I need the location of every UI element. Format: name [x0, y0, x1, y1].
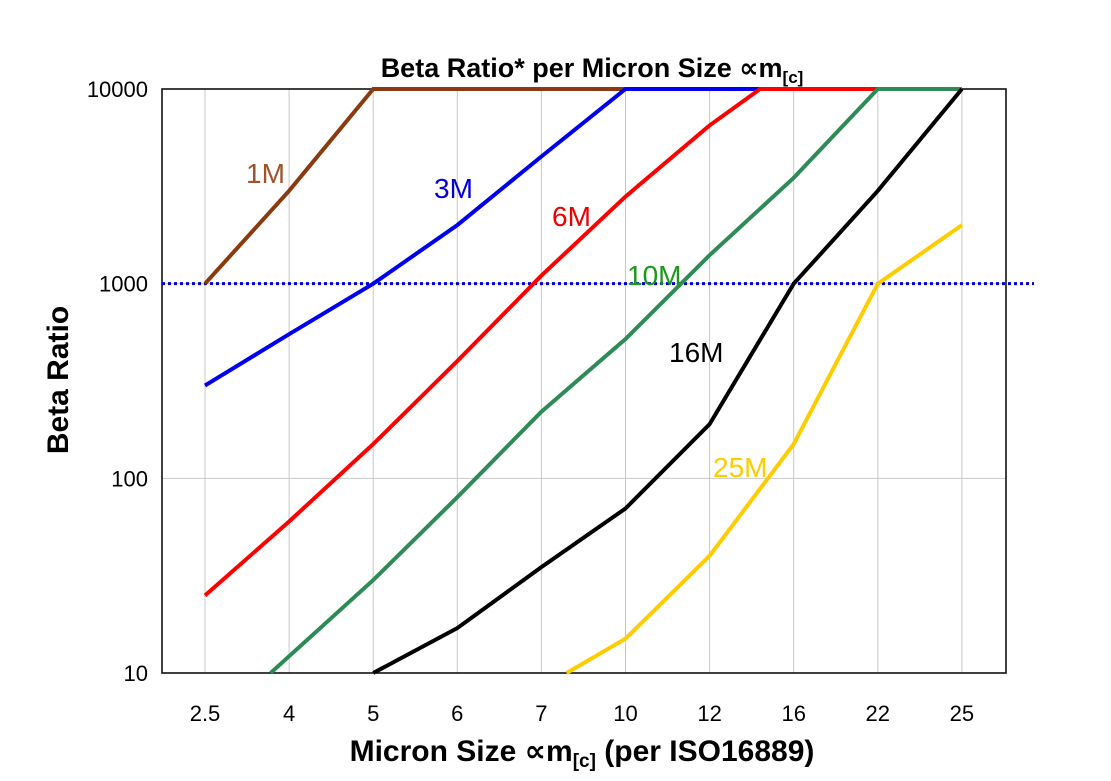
y-axis-title: Beta Ratio — [42, 306, 75, 454]
x-tick-label-4: 7 — [535, 701, 547, 726]
x-tick-label-9: 25 — [950, 701, 974, 726]
x-axis-title-sub: [c] — [573, 751, 596, 772]
grid — [162, 88, 1006, 674]
x-tick-label-5: 10 — [613, 701, 637, 726]
x-tick-label-1: 4 — [283, 701, 295, 726]
chart-title-main: Beta Ratio* per Micron Size — [381, 53, 740, 83]
series-label-3m: 3M — [434, 173, 473, 204]
series-line-1m — [203, 87, 626, 286]
chart-title-symbol: ∝ — [739, 53, 758, 84]
chart-title-m: m — [759, 53, 783, 83]
series-label-1m: 1M — [246, 158, 285, 189]
x-tick-label-8: 22 — [866, 701, 890, 726]
x-tick-labels: 2.5 4 5 6 7 10 12 16 22 25 — [190, 701, 974, 726]
series-group — [203, 87, 964, 675]
series-label-25m: 25M — [713, 452, 767, 483]
y-tick-labels: 10000 1000 100 10 — [87, 77, 148, 686]
x-tick-label-3: 6 — [451, 701, 463, 726]
x-tick-label-7: 16 — [781, 701, 805, 726]
y-tick-label-1: 1000 — [99, 272, 148, 297]
series-line-3m — [203, 87, 878, 388]
series-label-6m: 6M — [552, 201, 591, 232]
x-tick-label-0: 2.5 — [190, 701, 221, 726]
y-tick-label-0: 10000 — [87, 77, 148, 102]
x-tick-label-2: 5 — [367, 701, 379, 726]
chart-title-sub: [c] — [783, 68, 804, 87]
x-tick-label-6: 12 — [697, 701, 721, 726]
x-axis-title-symbol: ∝ — [525, 734, 546, 769]
y-tick-label-2: 100 — [111, 466, 148, 491]
y-tick-label-3: 10 — [124, 661, 148, 686]
series-line-10m — [269, 87, 962, 675]
x-axis-title-tail: (per ISO16889) — [596, 735, 814, 768]
series-line-16m — [372, 87, 964, 675]
series-line-6m — [203, 87, 878, 598]
series-line-25m — [565, 223, 964, 675]
chart-title: Beta Ratio* per Micron Size ∝m[c] — [381, 53, 804, 87]
x-axis-title: Micron Size ∝m[c] (per ISO16889) — [350, 734, 815, 772]
x-axis-title-main: Micron Size — [350, 735, 525, 768]
series-label-16m: 16M — [669, 337, 723, 368]
series-label-10m: 10M — [627, 260, 681, 291]
x-axis-title-m: m — [546, 735, 573, 768]
